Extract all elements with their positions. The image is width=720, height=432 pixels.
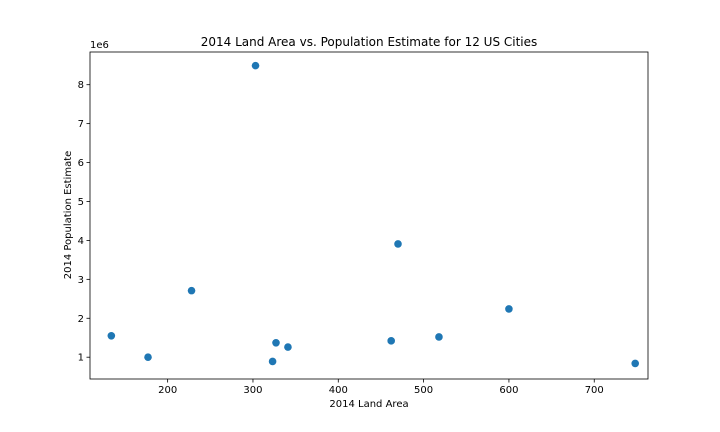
x-axis-label: 2014 Land Area: [329, 399, 408, 410]
scatter-point: [631, 359, 640, 368]
y-tick-label: 2: [78, 314, 84, 325]
chart-title: 2014 Land Area vs. Population Estimate f…: [201, 35, 538, 49]
y-tick-label: 1: [78, 353, 84, 364]
y-offset-label: 1e6: [90, 40, 109, 51]
y-tick-label: 5: [78, 197, 84, 208]
x-tick-label: 700: [585, 385, 604, 396]
scatter-point: [187, 286, 196, 295]
scatter-point: [387, 337, 395, 345]
scatter-point: [505, 305, 513, 313]
x-tick-label: 200: [158, 385, 177, 396]
y-tick-label: 4: [78, 236, 84, 247]
y-tick-label: 7: [78, 119, 84, 130]
x-axis-ticks: 200 300 400 500 600 700: [158, 379, 604, 396]
y-tick-label: 6: [78, 158, 84, 169]
scatter-point: [272, 338, 280, 347]
scatter-point: [435, 333, 443, 341]
x-tick-label: 500: [414, 385, 433, 396]
plot-area: [89, 51, 649, 380]
y-tick-label: 8: [78, 80, 84, 91]
y-tick-label: 3: [78, 275, 84, 286]
y-axis-ticks: 1 2 3 4 5 6 7 8: [78, 80, 90, 364]
scatter-point: [144, 353, 152, 362]
x-tick-label: 400: [329, 385, 348, 396]
y-axis-label: 2014 Population Estimate: [63, 151, 74, 280]
x-tick-label: 300: [243, 385, 262, 396]
scatter-point: [251, 61, 260, 70]
scatter-point: [268, 357, 277, 366]
data-points: [107, 61, 640, 368]
x-tick-label: 600: [499, 385, 518, 396]
scatter-point: [284, 343, 292, 351]
scatter-point: [394, 240, 402, 248]
scatter-point: [107, 331, 116, 340]
